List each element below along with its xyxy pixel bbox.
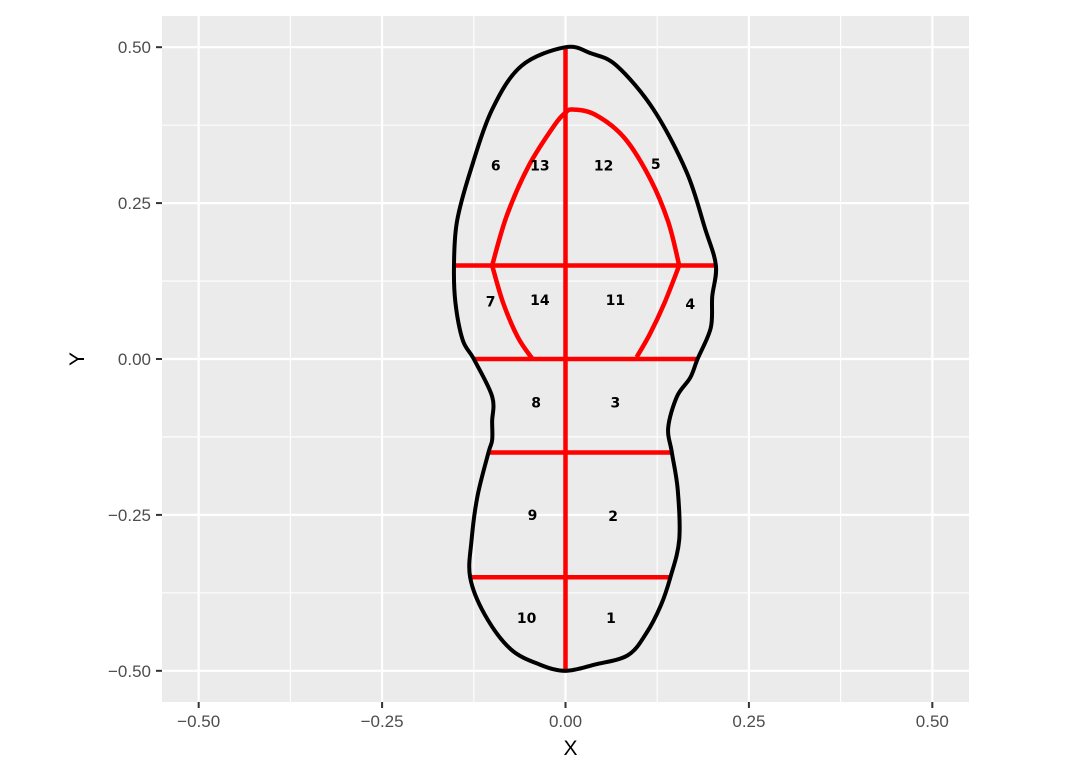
y-axis-title: Y [66, 352, 89, 366]
y-tick-label: 0.00 [118, 350, 151, 369]
region-label-6: 6 [491, 159, 501, 175]
region-label-4: 4 [685, 297, 695, 313]
x-tick-label: −0.25 [361, 712, 404, 731]
x-tick-label: 0.25 [732, 712, 765, 731]
region-label-1: 1 [606, 611, 616, 627]
shoe-shapes [451, 44, 719, 673]
x-axis-ticks: −0.50 −0.25 0.00 0.25 0.50 [177, 702, 949, 731]
inner-right-divider [634, 264, 682, 359]
x-tick-label: 0.50 [916, 712, 949, 731]
y-tick-label: −0.50 [108, 662, 151, 681]
x-tick-label: −0.50 [177, 712, 220, 731]
x-tick-label: 0.00 [549, 712, 582, 731]
region-label-3: 3 [611, 396, 621, 412]
region-label-9: 9 [528, 508, 538, 524]
shoe-outline [451, 44, 719, 673]
region-label-7: 7 [486, 295, 496, 311]
inner-left-divider [489, 264, 535, 361]
y-axis-ticks: −0.50 −0.25 0.00 0.25 0.50 [108, 38, 162, 681]
region-label-5: 5 [651, 157, 661, 173]
region-label-13: 13 [530, 159, 549, 175]
y-tick-label: −0.25 [108, 506, 151, 525]
region-label-11: 11 [606, 293, 625, 309]
region-label-12: 12 [594, 159, 613, 175]
region-label-10: 10 [517, 611, 537, 627]
toe-arc-divider [489, 107, 682, 267]
y-tick-label: 0.50 [118, 38, 151, 57]
region-label-2: 2 [608, 509, 618, 525]
region-label-8: 8 [531, 396, 541, 412]
y-tick-label: 0.25 [118, 194, 151, 213]
x-axis-title: X [563, 737, 577, 760]
region-label-14: 14 [530, 293, 550, 309]
